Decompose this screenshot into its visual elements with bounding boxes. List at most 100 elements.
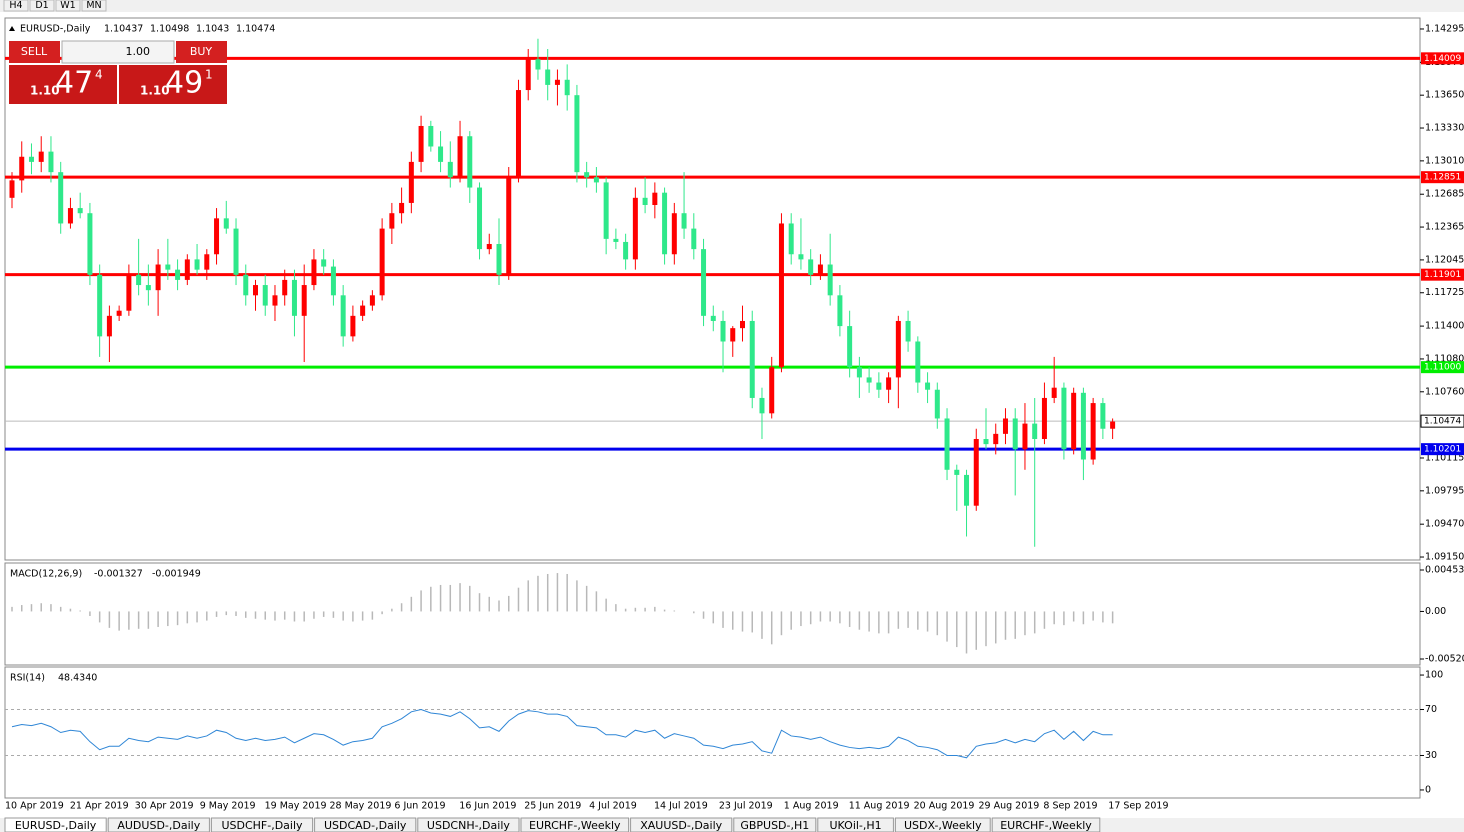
tab-label: AUDUSD-,Daily bbox=[117, 819, 200, 832]
lot-field[interactable] bbox=[61, 40, 175, 64]
x-tick-label: 10 Apr 2019 bbox=[5, 801, 64, 812]
x-tick-label: 4 Jul 2019 bbox=[589, 801, 637, 812]
tab[interactable] bbox=[417, 817, 520, 832]
level-label-box bbox=[1421, 443, 1464, 456]
candle-body bbox=[38, 151, 44, 162]
candle-body bbox=[671, 213, 677, 255]
timeframe-button[interactable] bbox=[3, 0, 29, 12]
candle-body bbox=[291, 279, 297, 316]
candle-body bbox=[662, 192, 668, 255]
tab[interactable] bbox=[4, 817, 107, 832]
tab[interactable] bbox=[733, 817, 817, 832]
tab[interactable] bbox=[817, 817, 894, 832]
candle-body bbox=[1051, 387, 1057, 398]
buy-price-box[interactable] bbox=[119, 65, 227, 104]
tab[interactable] bbox=[520, 817, 630, 832]
candle-body bbox=[535, 59, 541, 70]
candle-body bbox=[330, 266, 336, 296]
x-tick-label: 28 May 2019 bbox=[330, 801, 392, 812]
candle-body bbox=[827, 264, 833, 296]
candle-body bbox=[106, 315, 112, 337]
y-tick-label: 0.00 bbox=[1425, 606, 1446, 617]
candle-body bbox=[311, 259, 317, 286]
x-tick-label: 23 Jul 2019 bbox=[719, 801, 773, 812]
tab[interactable] bbox=[314, 817, 417, 832]
candle-body bbox=[993, 433, 999, 445]
y-tick-label: 1.12685 bbox=[1425, 189, 1464, 200]
y-tick-label: 0 bbox=[1425, 784, 1431, 795]
candle-body bbox=[632, 197, 638, 260]
x-tick-label: 20 Aug 2019 bbox=[914, 801, 975, 812]
candle-body bbox=[886, 377, 892, 390]
candle-body bbox=[369, 295, 375, 306]
tab-label: USDX-,Weekly bbox=[904, 819, 982, 832]
candle-body bbox=[847, 326, 853, 368]
candle-body bbox=[964, 474, 970, 506]
macd-panel bbox=[4, 562, 1421, 666]
level-label: 1.12851 bbox=[1424, 173, 1461, 183]
candle-body bbox=[272, 295, 278, 306]
sell-price-box[interactable] bbox=[9, 65, 117, 104]
candle-body bbox=[282, 279, 288, 296]
candle-body bbox=[506, 177, 512, 275]
tab[interactable] bbox=[210, 817, 314, 832]
sell-price-big: 47 bbox=[55, 66, 93, 101]
timeframe-button[interactable] bbox=[29, 0, 55, 12]
candle-body bbox=[905, 320, 911, 342]
candle-body bbox=[681, 213, 687, 229]
tab-label: GBPUSD-,H1 bbox=[740, 819, 809, 832]
candle-body bbox=[525, 59, 531, 91]
candle-body bbox=[778, 223, 784, 368]
candle-body bbox=[954, 469, 960, 475]
y-tick-label: -0.005205 bbox=[1425, 653, 1464, 664]
y-tick-label: 1.09470 bbox=[1425, 519, 1464, 530]
indicator-value: 1.10437 bbox=[104, 24, 143, 35]
candle-body bbox=[28, 156, 34, 162]
x-tick-label: 6 Jun 2019 bbox=[394, 801, 445, 812]
y-tick-label: 1.11400 bbox=[1425, 321, 1464, 332]
indicator-value: -0.001327 bbox=[94, 569, 143, 580]
candle-body bbox=[1071, 392, 1077, 450]
x-tick-label: 14 Jul 2019 bbox=[654, 801, 708, 812]
candle-body bbox=[769, 367, 775, 414]
current-price-box bbox=[1420, 414, 1464, 428]
candle-body bbox=[389, 213, 395, 229]
timeframe-label: D1 bbox=[35, 0, 48, 11]
tab[interactable] bbox=[991, 817, 1101, 832]
candle-body bbox=[253, 285, 258, 296]
candle-body bbox=[574, 95, 580, 173]
candle-body bbox=[1090, 403, 1096, 460]
candle-body bbox=[126, 274, 132, 311]
level-label-box bbox=[1421, 268, 1464, 281]
level-label: 1.14009 bbox=[1424, 54, 1461, 64]
timeframe-button[interactable] bbox=[55, 0, 81, 12]
sell-price-prefix: 1.10 bbox=[30, 84, 60, 98]
candle-body bbox=[301, 285, 307, 316]
candle-body bbox=[19, 156, 25, 181]
candle-body bbox=[379, 228, 385, 296]
indicator-value: -0.001949 bbox=[152, 569, 201, 580]
candle-body bbox=[973, 438, 979, 506]
candle-body bbox=[1022, 423, 1028, 450]
tabs: EURUSD-,Daily AUDUSD-,Daily USDCHF-,Daily U… bbox=[4, 817, 1101, 832]
candle-body bbox=[866, 377, 872, 383]
x-tick-label: 11 Aug 2019 bbox=[849, 801, 910, 812]
tab[interactable] bbox=[630, 817, 733, 832]
candle-body bbox=[564, 79, 570, 96]
y-tick-label: 1.10115 bbox=[1425, 452, 1464, 463]
sell-button[interactable] bbox=[9, 41, 60, 63]
candle-body bbox=[837, 295, 843, 327]
candle-body bbox=[360, 305, 366, 316]
candle-body bbox=[155, 264, 161, 291]
timeframe-button[interactable] bbox=[81, 0, 107, 12]
candle-body bbox=[876, 382, 882, 390]
toolbar bbox=[0, 0, 1464, 12]
indicator-value: 1.1043 bbox=[196, 24, 229, 35]
y-tick-label: 1.12045 bbox=[1425, 254, 1464, 265]
candle-body bbox=[817, 264, 823, 275]
buy-button[interactable] bbox=[176, 41, 227, 63]
tab[interactable] bbox=[107, 817, 210, 832]
tab[interactable] bbox=[894, 817, 991, 832]
sell-label: SELL bbox=[21, 45, 48, 58]
indicator-title: RSI(14) bbox=[10, 673, 45, 684]
